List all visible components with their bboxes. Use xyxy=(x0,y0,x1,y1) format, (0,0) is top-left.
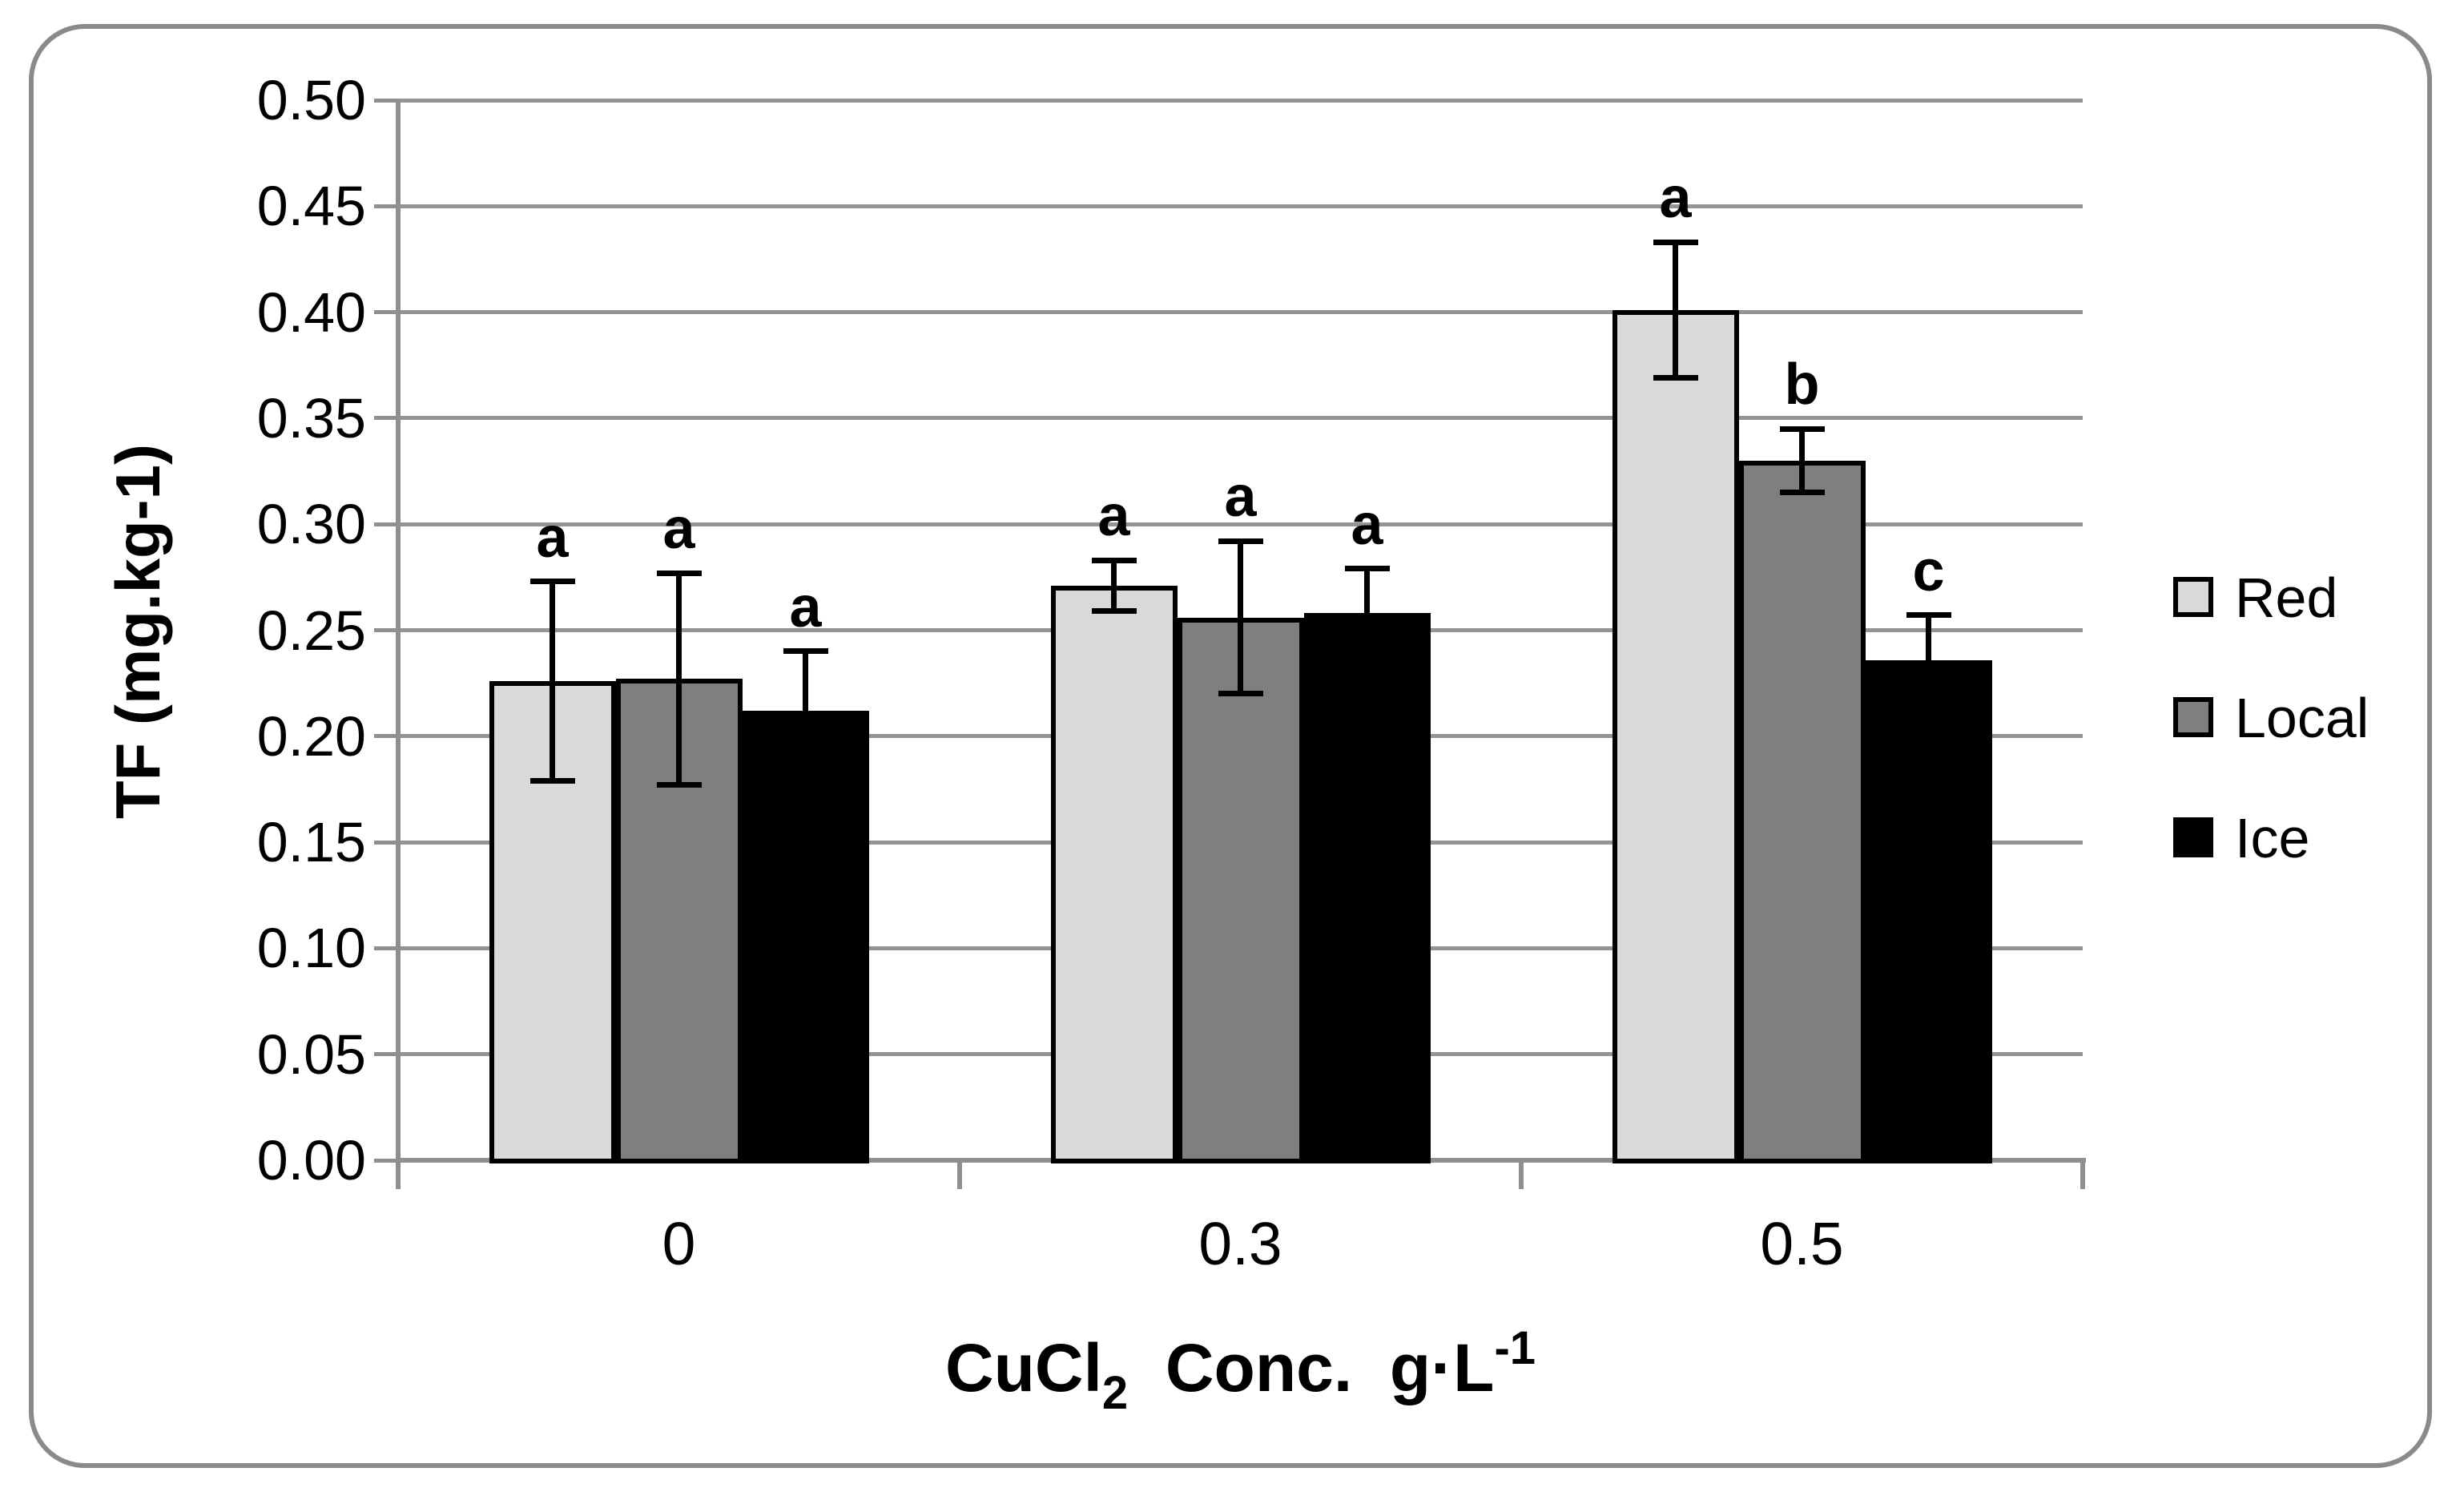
significance-letter: a xyxy=(1097,484,1130,549)
error-bar-cap-top xyxy=(656,570,702,576)
y-tick-label: 0.10 xyxy=(256,917,366,980)
significance-letter: a xyxy=(1224,465,1257,530)
error-bar xyxy=(1364,568,1370,658)
bar-ice-0.5 xyxy=(1865,659,1992,1163)
y-tick-mark xyxy=(374,310,398,315)
y-tick-mark xyxy=(374,1052,398,1057)
significance-letter: a xyxy=(789,575,822,639)
y-tick-label: 0.25 xyxy=(256,599,366,662)
y-tick-label: 0.20 xyxy=(256,704,366,768)
significance-letter: c xyxy=(1912,538,1945,603)
y-tick-mark xyxy=(374,946,398,950)
legend-swatch-local xyxy=(2173,697,2213,737)
y-tick-mark xyxy=(374,1158,398,1163)
error-bar-cap-bottom xyxy=(1779,490,1825,495)
x-tick-label: 0.3 xyxy=(1198,1210,1282,1277)
legend-label-local: Local xyxy=(2235,687,2369,749)
y-tick-mark xyxy=(374,628,398,632)
significance-letter: a xyxy=(662,497,695,562)
significance-letter: b xyxy=(1784,353,1820,417)
y-tick-label: 0.50 xyxy=(256,69,366,131)
error-bar-cap-top xyxy=(1218,538,1263,544)
error-bar-cap-top xyxy=(1344,566,1390,572)
y-tick-mark xyxy=(374,734,398,739)
legend-label-ice: Ice xyxy=(2235,807,2310,869)
x-tick-label: 0.5 xyxy=(1760,1210,1844,1277)
error-bar-cap-top xyxy=(1091,557,1137,563)
error-bar xyxy=(550,581,555,781)
error-bar-cap-bottom xyxy=(1906,701,1951,708)
y-tick-label: 0.15 xyxy=(256,811,366,874)
y-tick-label: 0.30 xyxy=(256,493,366,556)
x-title-main: CuCl xyxy=(944,1330,1102,1405)
legend: Red Local Ice xyxy=(2173,567,2438,938)
error-bar xyxy=(1799,429,1805,493)
error-bar-cap-top xyxy=(1906,612,1951,619)
bar-local-0.3 xyxy=(1177,617,1304,1163)
error-bar-cap-bottom xyxy=(529,777,575,784)
significance-letter: a xyxy=(1659,166,1692,231)
x-title-superscript: -1 xyxy=(1494,1322,1536,1374)
bar-ice-0 xyxy=(742,711,869,1163)
y-tick-mark xyxy=(374,204,398,208)
significance-letter: a xyxy=(1351,492,1383,557)
error-bar-cap-bottom xyxy=(1218,691,1263,697)
significance-letter: a xyxy=(536,505,569,570)
error-bar-cap-top xyxy=(1779,425,1825,432)
error-bar-cap-bottom xyxy=(783,767,828,773)
y-tick-label: 0.40 xyxy=(256,280,366,344)
error-bar xyxy=(1238,541,1243,694)
error-bar-cap-top xyxy=(529,579,575,585)
y-axis-line xyxy=(396,100,401,1189)
legend-swatch-red xyxy=(2173,577,2213,617)
bar-red-0.3 xyxy=(1050,585,1178,1163)
legend-item-red: Red xyxy=(2173,567,2438,628)
error-bar xyxy=(1673,242,1678,378)
x-tick-mark xyxy=(1519,1160,1524,1189)
x-tick-mark xyxy=(2080,1160,2085,1189)
gridline xyxy=(398,98,2083,103)
y-tick-mark xyxy=(374,522,398,526)
figure-border xyxy=(29,24,2432,1468)
y-tick-label: 0.45 xyxy=(256,175,366,238)
x-title-subscript: 2 xyxy=(1101,1367,1129,1419)
legend-swatch-ice xyxy=(2173,817,2213,857)
y-tick-mark xyxy=(374,98,398,103)
gridline xyxy=(398,416,2083,421)
error-bar xyxy=(676,573,682,785)
error-bar-cap-top xyxy=(1653,239,1698,245)
x-title-mid: Conc. g·L xyxy=(1128,1330,1495,1405)
y-tick-label: 0.05 xyxy=(256,1022,366,1086)
error-bar-cap-bottom xyxy=(1091,608,1137,615)
gridline xyxy=(398,522,2083,526)
y-tick-mark xyxy=(374,840,398,845)
legend-item-local: Local xyxy=(2173,688,2438,748)
bar-ice-0.3 xyxy=(1303,613,1431,1163)
bar-local-0.5 xyxy=(1738,460,1866,1163)
y-tick-label: 0.35 xyxy=(256,386,366,450)
gridline xyxy=(398,310,2083,315)
legend-item-ice: Ice xyxy=(2173,808,2438,869)
error-bar xyxy=(803,651,808,771)
error-bar xyxy=(1111,560,1117,611)
gridline xyxy=(398,204,2083,208)
x-tick-label: 0 xyxy=(662,1210,696,1277)
x-tick-mark xyxy=(957,1160,962,1189)
error-bar xyxy=(1926,615,1931,705)
y-axis-title: TF (mg.kg-1) xyxy=(103,444,173,819)
error-bar-cap-top xyxy=(783,648,828,655)
error-bar-cap-bottom xyxy=(656,782,702,788)
error-bar-cap-bottom xyxy=(1344,655,1390,661)
legend-label-red: Red xyxy=(2235,567,2338,629)
error-bar-cap-bottom xyxy=(1653,375,1698,381)
y-tick-label: 0.00 xyxy=(256,1129,366,1192)
x-axis-title: CuCl2 Conc. g·L-1 xyxy=(398,1304,2083,1419)
bar-red-0.5 xyxy=(1612,309,1739,1163)
y-tick-mark xyxy=(374,416,398,421)
